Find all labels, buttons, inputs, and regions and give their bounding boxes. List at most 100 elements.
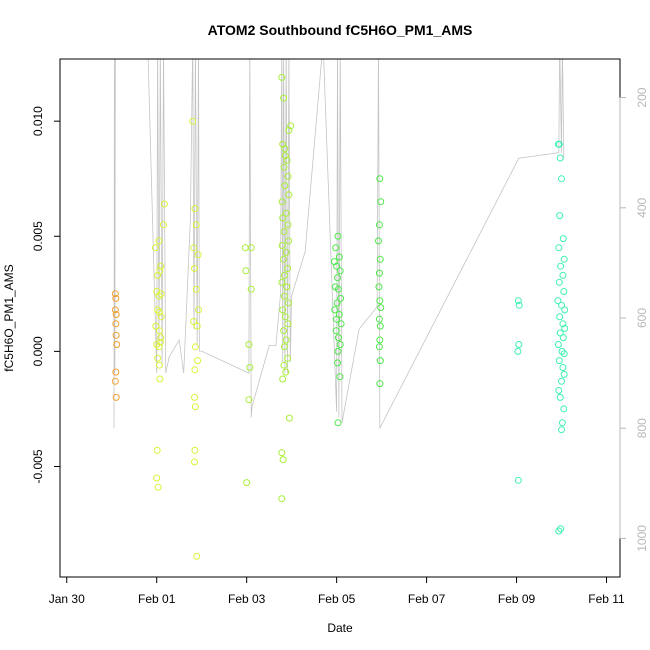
- data-point: [155, 343, 163, 351]
- data-point: [245, 396, 253, 404]
- data-point: [281, 145, 289, 153]
- data-point: [560, 370, 568, 378]
- data-point: [555, 527, 563, 535]
- data-point: [191, 343, 199, 351]
- data-point: [157, 262, 165, 270]
- data-point: [279, 306, 287, 314]
- data-point: [514, 347, 522, 355]
- data-point: [282, 248, 290, 256]
- data-point: [558, 419, 566, 427]
- data-point: [190, 318, 198, 325]
- data-point: [375, 269, 383, 277]
- data-point: [192, 285, 200, 293]
- data-point: [279, 214, 287, 222]
- data-point: [156, 375, 164, 383]
- data-point: [113, 341, 121, 348]
- data-point: [555, 278, 563, 286]
- data-point: [191, 205, 199, 213]
- data-point: [336, 341, 344, 348]
- data-point: [241, 244, 249, 252]
- data-point: [377, 304, 385, 312]
- data-point: [155, 361, 163, 369]
- secondary-track-lines: [113, 59, 565, 429]
- series-4: [330, 175, 385, 427]
- data-point: [278, 242, 286, 249]
- data-point: [160, 200, 168, 208]
- data-point: [284, 221, 292, 229]
- data-point: [194, 251, 202, 259]
- data-point: [557, 262, 565, 270]
- data-point: [112, 320, 120, 328]
- data-point: [189, 117, 197, 125]
- chart-title: ATOM2 Southbound fC5H6O_PM1_AMS: [208, 22, 473, 38]
- data-point: [243, 479, 251, 487]
- data-point: [153, 341, 161, 348]
- data-point: [284, 320, 292, 328]
- data-point: [191, 403, 199, 411]
- data-point: [333, 262, 341, 270]
- data-point: [331, 306, 339, 314]
- data-point: [559, 364, 567, 371]
- data-point: [375, 237, 382, 245]
- data-point: [192, 221, 200, 229]
- data-point: [153, 446, 161, 454]
- data-point: [375, 343, 383, 351]
- x-tick-label: Feb 05: [318, 592, 356, 606]
- data-point: [190, 244, 198, 252]
- data-point: [285, 414, 293, 422]
- data-point: [559, 235, 567, 243]
- data-point: [160, 221, 167, 229]
- data-point: [280, 94, 288, 102]
- data-point: [558, 347, 566, 355]
- data-point: [111, 290, 119, 298]
- data-point: [278, 495, 286, 503]
- data-point: [560, 405, 568, 413]
- data-point: [554, 297, 562, 305]
- data-point: [515, 301, 523, 309]
- data-point: [247, 244, 255, 252]
- data-point: [332, 244, 340, 252]
- data-point: [376, 255, 384, 263]
- series-3: [241, 73, 295, 503]
- data-point: [154, 354, 162, 362]
- data-point: [376, 297, 384, 305]
- data-point: [194, 357, 202, 365]
- data-point: [560, 288, 568, 295]
- data-point: [375, 315, 383, 323]
- x-tick-label: Feb 11: [588, 592, 625, 606]
- data-point: [279, 375, 287, 383]
- data-point: [155, 292, 163, 300]
- data-point: [157, 313, 165, 321]
- data-point: [556, 212, 564, 220]
- secondary-track-line: [113, 59, 565, 429]
- data-point: [336, 373, 344, 381]
- x-tick-label: Feb 03: [228, 592, 266, 606]
- data-point: [191, 446, 199, 454]
- x-axis-label: Date: [327, 621, 353, 635]
- data-point: [280, 271, 288, 279]
- data-point: [334, 347, 342, 355]
- x-tick-label: Feb 01: [138, 592, 176, 606]
- data-point: [246, 364, 254, 371]
- data-point: [334, 419, 342, 427]
- data-point: [559, 320, 567, 328]
- data-point: [112, 294, 120, 302]
- data-point: [281, 182, 289, 190]
- data-point: [112, 393, 120, 401]
- y-axis-label: fC5H6O_PM1_AMS: [2, 264, 16, 371]
- data-point: [280, 255, 288, 263]
- secondary-tick-label: 1000: [635, 525, 649, 552]
- data-point: [558, 377, 565, 385]
- x-tick-label: Feb 09: [498, 592, 536, 606]
- series-2: [151, 117, 202, 560]
- data-point: [334, 334, 342, 342]
- data-point: [555, 387, 563, 394]
- data-point: [111, 306, 119, 314]
- data-point: [561, 306, 569, 314]
- data-point: [555, 357, 563, 365]
- data-point: [375, 221, 383, 229]
- data-point: [334, 232, 342, 240]
- y-tick-label: 0.005: [31, 221, 45, 251]
- data-point: [333, 315, 341, 323]
